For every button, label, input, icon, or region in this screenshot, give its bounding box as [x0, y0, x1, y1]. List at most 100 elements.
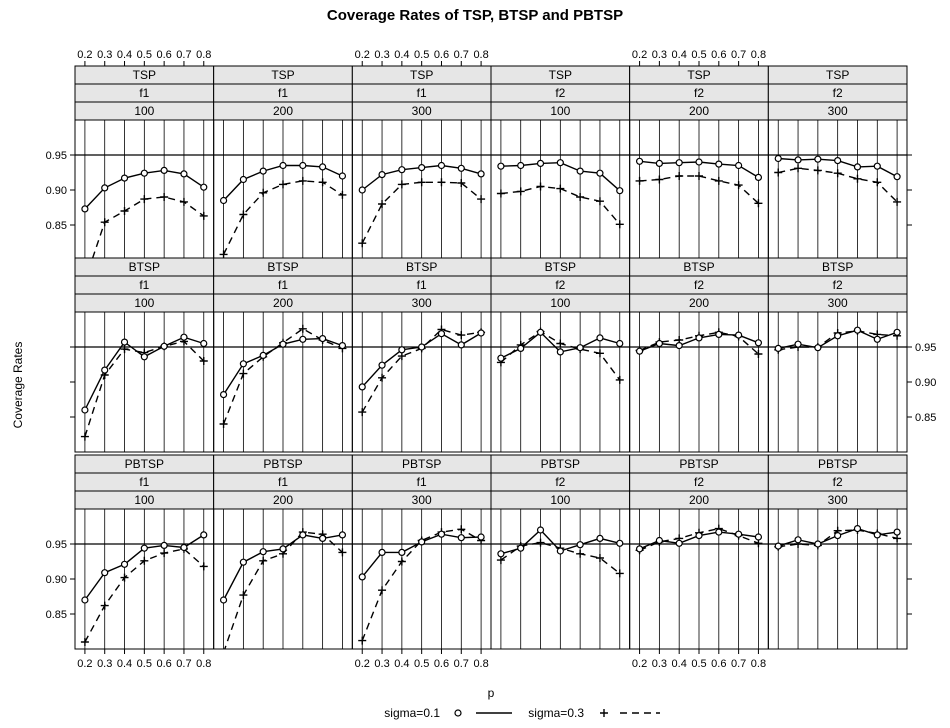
strip-label: BTSP — [129, 260, 160, 274]
data-point-sigma-0-1 — [675, 159, 683, 167]
data-point-sigma-0-3 — [556, 339, 565, 348]
data-point-sigma-0-1 — [497, 354, 505, 362]
panel-btsp-f2-300: BTSP f2 300 0.85 0.90 0.95 — [767, 257, 936, 453]
data-point-sigma-0-1 — [655, 159, 663, 167]
x-tick-label: 0.5 — [414, 658, 429, 670]
y-tick-label: 0.85 — [46, 220, 67, 232]
panel-pbtsp-f2-100: PBTSP f2 100 — [490, 454, 631, 650]
panel-btsp-f2-100: BTSP f2 100 — [490, 257, 631, 453]
data-point-sigma-0-3 — [754, 199, 763, 208]
strip-label: f1 — [139, 475, 149, 489]
data-point-sigma-0-3 — [397, 180, 406, 189]
data-point-sigma-0-1 — [596, 334, 604, 342]
x-tick-label: 0.5 — [414, 49, 429, 61]
data-point-sigma-0-1 — [378, 361, 386, 369]
data-point-sigma-0-3 — [199, 562, 208, 571]
data-point-sigma-0-3 — [437, 178, 446, 187]
panel-tsp-f2-300: TSP f2 300 — [767, 65, 912, 261]
data-point-sigma-0-3 — [595, 197, 604, 206]
data-point-sigma-0-3 — [397, 557, 406, 566]
data-point-sigma-0-1 — [873, 335, 881, 343]
data-point-sigma-0-3 — [576, 193, 585, 201]
data-point-sigma-0-1 — [675, 539, 683, 547]
panel-pbtsp-f1-300: PBTSP f1 300 0.2 0.3 0.4 0.5 0.6 0.7 0.8 — [351, 454, 492, 670]
data-point-sigma-0-3 — [496, 189, 505, 198]
data-point-sigma-0-1 — [556, 547, 564, 555]
panel-pbtsp-f1-200: PBTSP f1 200 — [213, 454, 353, 650]
data-point-sigma-0-3 — [279, 180, 287, 189]
data-point-sigma-0-1 — [140, 544, 148, 552]
strip-label: 200 — [273, 493, 293, 507]
panel-tsp-f2-200: TSP f2 200 0.2 0.3 0.4 0.5 0.6 0.7 0.8 — [629, 49, 769, 261]
y-tick-label: 0.90 — [46, 185, 67, 197]
data-point-sigma-0-1 — [536, 526, 545, 534]
data-point-sigma-0-1 — [338, 172, 347, 180]
panel-data — [358, 161, 486, 248]
strip-label: f2 — [833, 278, 843, 292]
x-tick-label: 0.8 — [196, 658, 211, 670]
x-tick-label: 0.7 — [176, 49, 191, 61]
y-tick-label: 0.95 — [46, 539, 67, 551]
data-point-sigma-0-1 — [358, 573, 366, 581]
x-tick-label: 0.4 — [672, 658, 687, 670]
data-point-sigma-0-1 — [358, 383, 366, 391]
data-point-sigma-0-1 — [715, 528, 723, 536]
data-point-sigma-0-3 — [358, 636, 367, 645]
data-point-sigma-0-1 — [695, 334, 703, 342]
panel-data — [774, 154, 902, 206]
data-point-sigma-0-3 — [457, 331, 466, 340]
data-point-sigma-0-1 — [299, 161, 307, 170]
x-tick-label: 0.2 — [632, 49, 647, 61]
data-point-sigma-0-1 — [358, 186, 366, 194]
data-point-sigma-0-1 — [279, 340, 287, 348]
data-point-sigma-0-3 — [655, 175, 664, 184]
x-tick-label: 0.3 — [652, 49, 667, 61]
data-point-sigma-0-3 — [219, 250, 228, 259]
panel-tsp-f2-100: TSP f2 100 — [490, 65, 631, 261]
x-tick-label: 0.4 — [117, 658, 132, 670]
strip-label: 300 — [828, 493, 848, 507]
panel-btsp-f1-100: BTSP f1 100 — [70, 257, 215, 453]
data-point-sigma-0-3 — [80, 638, 89, 646]
strip-label: 200 — [689, 493, 709, 507]
panel-data — [358, 325, 486, 417]
data-point-sigma-0-1 — [556, 348, 564, 356]
x-tick-label: 0.7 — [731, 658, 746, 670]
data-point-sigma-0-3 — [794, 164, 803, 173]
data-point-sigma-0-1 — [378, 171, 386, 179]
data-point-sigma-0-1 — [497, 162, 505, 170]
data-point-sigma-0-3 — [378, 373, 387, 382]
data-point-sigma-0-3 — [635, 176, 644, 185]
data-point-sigma-0-3 — [199, 211, 208, 220]
strip-label: f1 — [139, 86, 149, 100]
data-point-sigma-0-1 — [120, 174, 129, 182]
data-point-sigma-0-1 — [893, 328, 901, 336]
data-point-sigma-0-1 — [378, 548, 386, 557]
data-point-sigma-0-1 — [418, 164, 426, 172]
strip-label: 300 — [412, 493, 432, 507]
data-point-sigma-0-1 — [259, 548, 267, 556]
x-tick-label: 0.8 — [751, 658, 766, 670]
data-point-sigma-0-3 — [259, 556, 268, 565]
strip-label: f1 — [417, 86, 427, 100]
data-point-sigma-0-3 — [338, 548, 347, 557]
data-point-sigma-0-1 — [477, 533, 485, 541]
data-point-sigma-0-3 — [595, 554, 604, 562]
data-point-sigma-0-1 — [160, 541, 168, 550]
data-point-sigma-0-3 — [239, 591, 248, 600]
data-point-sigma-0-3 — [417, 178, 426, 187]
strip-label: f1 — [278, 278, 288, 292]
data-point-sigma-0-3 — [80, 432, 89, 441]
data-point-sigma-0-1 — [457, 341, 465, 349]
panel-data — [219, 161, 347, 259]
x-tick-label: 0.4 — [672, 49, 687, 61]
panel-tsp-f1-100: TSP f1 100 0.2 0.3 0.4 0.5 0.6 0.7 0.8 0.85 0.90 0.9… — [46, 49, 215, 261]
data-point-sigma-0-3 — [199, 357, 208, 365]
data-point-sigma-0-3 — [378, 586, 387, 595]
data-point-sigma-0-3 — [120, 207, 129, 215]
strip-label: f1 — [417, 475, 427, 489]
data-point-sigma-0-1 — [279, 545, 287, 553]
data-point-sigma-0-1 — [715, 160, 723, 168]
strip-label: f2 — [694, 278, 704, 292]
data-point-sigma-0-3 — [695, 172, 703, 180]
